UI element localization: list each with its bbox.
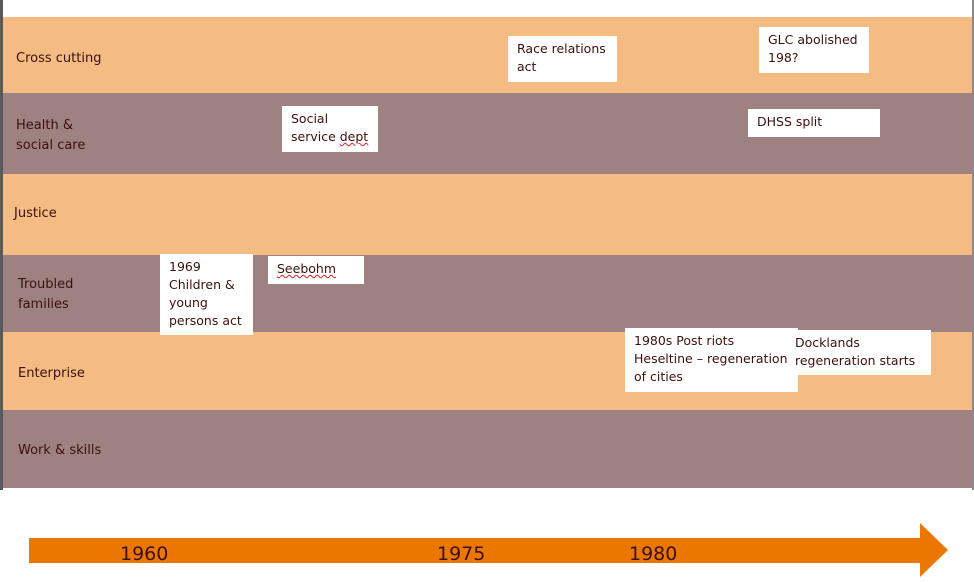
arrow-shape xyxy=(29,523,948,577)
event-text: Social service xyxy=(291,111,336,144)
event-text: dept xyxy=(339,129,369,144)
left-border xyxy=(0,0,3,490)
event-docklands: Docklands regeneration starts xyxy=(792,330,931,375)
year-label: 1975 xyxy=(437,543,486,565)
event-text: Seebohm xyxy=(277,261,336,276)
event-social-service-dept: Social service dept xyxy=(282,106,378,152)
event-seebohm: Seebohm xyxy=(268,256,364,284)
row-label: Work & skills xyxy=(18,443,102,458)
year-label: 1980 xyxy=(629,543,678,565)
right-border xyxy=(972,0,974,490)
row-label: Cross cutting xyxy=(16,51,102,66)
event-dhss-split: DHSS split xyxy=(748,109,880,137)
row-label: Enterprise xyxy=(18,366,85,381)
row-label: Health & social care xyxy=(16,118,86,153)
event-children-act: 1969 Children & young persons act xyxy=(160,254,253,335)
row-work-skills xyxy=(3,410,972,488)
event-glc-abolished: GLC abolished 198? xyxy=(759,27,869,73)
row-label: Troubled families xyxy=(18,277,74,312)
year-label: 1960 xyxy=(120,543,169,565)
row-label: Justice xyxy=(14,206,57,221)
event-race-relations-act: Race relations act xyxy=(508,36,617,82)
event-post-riots-heseltine: 1980s Post riots Heseltine – regeneratio… xyxy=(625,328,798,392)
row-justice xyxy=(3,174,972,255)
